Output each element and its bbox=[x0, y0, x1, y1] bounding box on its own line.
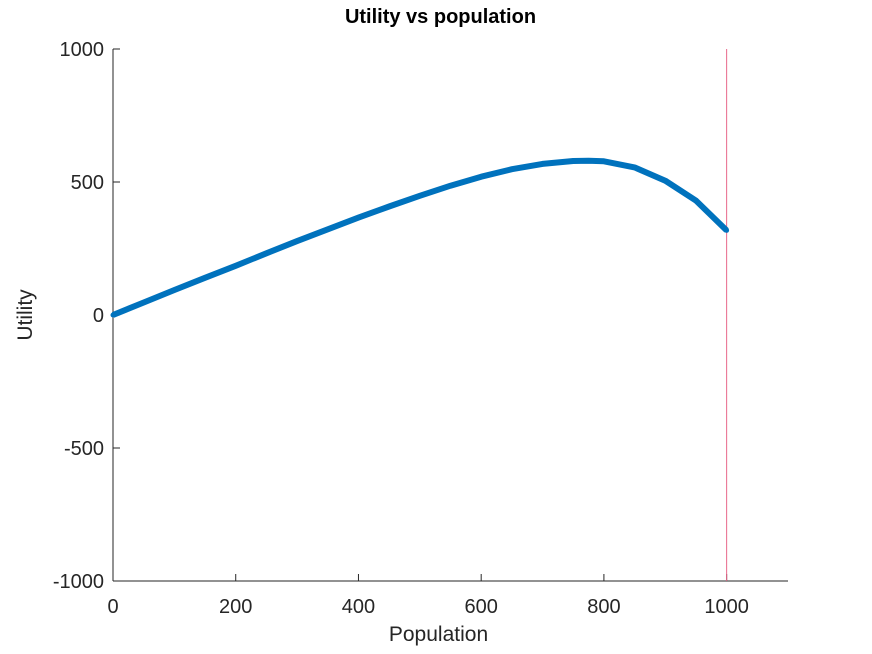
data-point bbox=[586, 158, 592, 164]
y-tick-label: -1000 bbox=[53, 571, 104, 593]
data-point bbox=[325, 226, 331, 232]
data-point bbox=[570, 158, 576, 164]
data-point bbox=[478, 174, 484, 180]
data-point bbox=[509, 166, 515, 172]
data-point bbox=[263, 250, 269, 256]
data-point bbox=[110, 312, 116, 318]
x-tick-label: 1000 bbox=[704, 596, 749, 618]
x-tick-label: 800 bbox=[587, 596, 620, 618]
data-point bbox=[693, 198, 699, 204]
data-point bbox=[632, 164, 638, 170]
data-point bbox=[294, 238, 300, 244]
y-tick-label: -500 bbox=[64, 438, 104, 460]
y-tick-label: 0 bbox=[93, 305, 104, 327]
plot-area: 0 200 400 600 800 1000 -1000 -500 0 500 1000 bbox=[53, 39, 788, 618]
data-point bbox=[233, 263, 239, 269]
data-point bbox=[540, 161, 545, 167]
x-tick-label: 200 bbox=[219, 596, 252, 618]
y-axis-title: Utility bbox=[14, 289, 37, 341]
x-tick-label: 600 bbox=[464, 596, 497, 618]
data-point bbox=[356, 215, 361, 221]
data-point bbox=[448, 183, 453, 189]
y-tick-label: 500 bbox=[71, 172, 104, 194]
data-point bbox=[141, 300, 147, 305]
data-point bbox=[724, 227, 730, 233]
x-axis-title: Population bbox=[389, 623, 488, 646]
data-point bbox=[386, 204, 392, 209]
series-line bbox=[111, 157, 729, 318]
data-point bbox=[171, 287, 177, 293]
x-tick-label: 0 bbox=[107, 596, 118, 618]
chart-title: Utility vs population bbox=[345, 6, 536, 28]
data-point bbox=[417, 193, 423, 199]
data-point bbox=[601, 158, 607, 164]
y-tick-label: 1000 bbox=[60, 39, 105, 61]
data-point bbox=[202, 275, 208, 281]
data-point bbox=[662, 178, 668, 184]
x-tick-label: 400 bbox=[342, 596, 375, 618]
